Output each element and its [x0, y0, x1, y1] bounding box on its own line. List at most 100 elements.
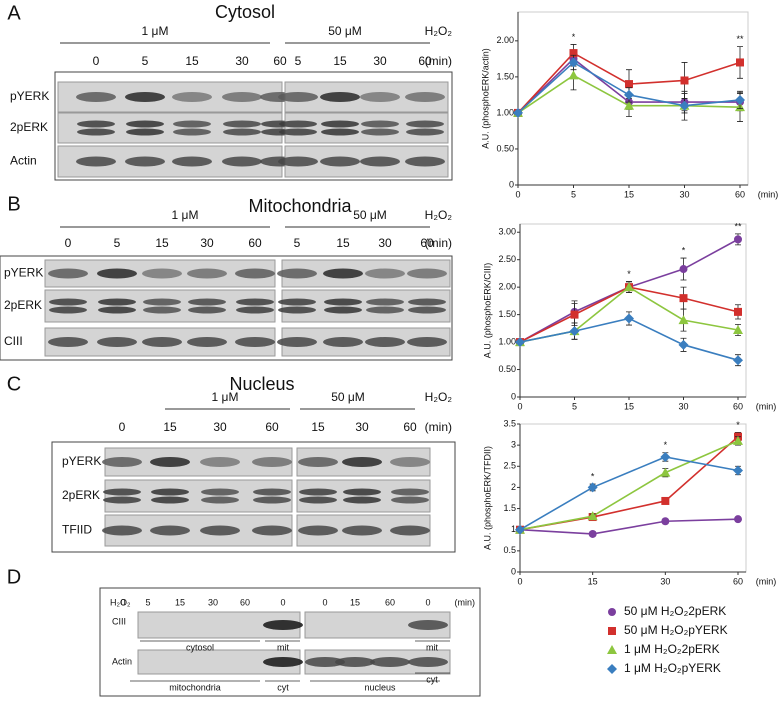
time-label: 60	[248, 236, 262, 250]
time-label: 60	[273, 54, 287, 68]
blot-strip	[104, 479, 293, 513]
time-label: 5	[142, 54, 149, 68]
y-tick-label: 2	[511, 482, 516, 492]
band	[200, 525, 240, 536]
blot-label: mit	[426, 642, 438, 652]
row-label: Actin	[10, 154, 37, 168]
band	[253, 488, 291, 496]
band	[98, 306, 136, 314]
marker	[568, 57, 579, 68]
time-label: 15	[175, 597, 185, 607]
time-label: 0	[93, 54, 100, 68]
blot-strip	[296, 479, 431, 513]
band	[408, 620, 448, 630]
treatment-label: H₂O₂	[425, 208, 453, 222]
band	[277, 337, 317, 347]
band	[324, 306, 362, 314]
plot-frame	[517, 11, 749, 186]
unit-label: (min)	[425, 420, 452, 434]
band	[298, 457, 338, 467]
marker	[608, 627, 616, 635]
row-label: TFIID	[62, 523, 92, 537]
marker	[624, 100, 634, 110]
band	[408, 298, 446, 306]
band	[143, 306, 181, 314]
marker	[734, 235, 742, 244]
panel-title: Cytosol	[215, 2, 275, 22]
band	[343, 496, 381, 504]
band	[125, 92, 165, 102]
marker	[569, 326, 580, 337]
band	[235, 337, 275, 347]
band	[187, 268, 227, 279]
band	[263, 620, 303, 630]
band	[278, 156, 318, 167]
marker	[733, 465, 743, 476]
band	[390, 457, 430, 467]
time-label: 5	[145, 597, 150, 607]
group-label: 50 μM	[331, 390, 365, 404]
band	[49, 298, 87, 306]
legend-label: 50 μM H₂O₂pYERK	[624, 623, 728, 637]
band	[201, 496, 239, 504]
x-axis-label: (min)	[758, 189, 779, 199]
row-label: 2pERK	[4, 298, 42, 312]
band	[98, 298, 136, 306]
row-label: pYERK	[62, 454, 101, 468]
y-tick-label: 3.00	[498, 227, 516, 237]
band	[342, 457, 382, 467]
time-label: 30	[208, 597, 218, 607]
band	[406, 120, 444, 128]
x-tick-label: 15	[624, 401, 634, 411]
band	[342, 525, 382, 536]
marker	[679, 265, 688, 274]
band	[320, 156, 360, 167]
marker	[607, 664, 617, 674]
band	[151, 488, 189, 496]
x-tick-label: 30	[660, 576, 670, 586]
group-label: 50 μM	[353, 208, 387, 222]
band	[102, 457, 142, 467]
band	[103, 488, 141, 496]
x-tick-label: 15	[588, 576, 598, 586]
y-tick-label: 0	[511, 391, 516, 401]
band	[391, 488, 429, 496]
y-tick-label: 3	[511, 440, 516, 450]
blot-strip	[281, 289, 451, 323]
x-tick-label: 30	[679, 189, 689, 199]
time-label: 0	[120, 597, 125, 607]
y-axis-label: A.U. (phosphoERK/TFDII)	[482, 446, 492, 550]
x-axis-label: (min)	[756, 576, 777, 586]
band	[407, 268, 447, 279]
band	[335, 657, 375, 667]
band	[299, 488, 337, 496]
row-label: CIII	[4, 334, 23, 348]
time-label: 30	[378, 236, 392, 250]
band	[143, 298, 181, 306]
marker	[588, 529, 597, 538]
panel-letter: B	[7, 193, 20, 215]
y-tick-label: 1.50	[496, 71, 514, 81]
time-label: 30	[373, 54, 387, 68]
panel-box	[0, 255, 453, 361]
band	[76, 156, 116, 167]
band	[102, 525, 142, 536]
marker	[660, 451, 671, 462]
band	[321, 120, 359, 128]
band	[370, 657, 410, 667]
time-label: 0	[425, 597, 430, 607]
time-label: 15	[311, 420, 325, 434]
band	[173, 120, 211, 128]
time-label: 15	[155, 236, 169, 250]
marker	[608, 608, 616, 616]
row-label: CIII	[112, 616, 126, 626]
time-label: 60	[418, 54, 432, 68]
marker	[660, 467, 671, 477]
band	[365, 337, 405, 347]
unit-label: (min)	[425, 54, 452, 68]
band	[173, 128, 211, 136]
group-label: 1 μM	[212, 390, 239, 404]
band	[360, 92, 400, 102]
x-tick-label: 5	[572, 401, 577, 411]
